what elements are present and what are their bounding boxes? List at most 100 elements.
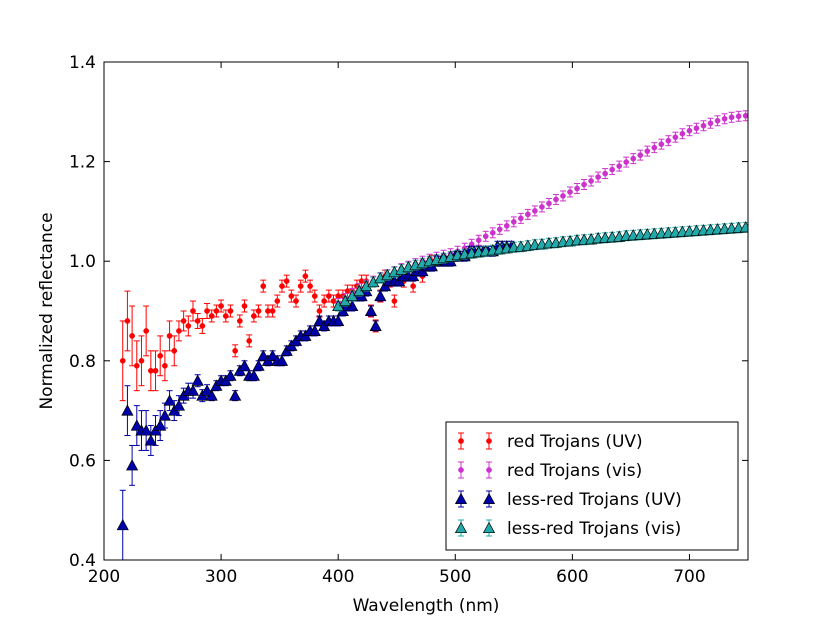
data-point — [658, 141, 665, 148]
data-point — [124, 318, 131, 324]
data-point — [255, 308, 262, 314]
data-point — [707, 120, 714, 127]
data-point — [194, 318, 201, 324]
data-point — [172, 399, 186, 411]
data-point — [560, 193, 566, 199]
data-point — [686, 127, 693, 134]
data-point — [191, 374, 204, 386]
data-point — [260, 283, 267, 289]
legend-label: red Trojans (UV) — [507, 432, 643, 452]
data-point — [121, 404, 134, 416]
data-point — [651, 144, 658, 151]
legend-marker — [454, 521, 468, 534]
y-tick-label: 1.0 — [69, 252, 96, 272]
plot-frame — [103, 61, 749, 561]
legend: red Trojans (UV) red Trojans (vis) less-re… — [445, 421, 739, 551]
x-tick-label: 300 — [205, 567, 237, 587]
data-point — [143, 328, 150, 334]
data-point — [410, 283, 416, 289]
data-point — [199, 323, 206, 329]
data-point — [644, 148, 651, 154]
legend-entry: less-red Trojans (UV) — [454, 490, 682, 510]
data-point — [374, 289, 387, 302]
data-point — [574, 185, 580, 192]
data-point — [279, 283, 285, 289]
data-point — [232, 347, 238, 354]
data-point — [241, 303, 248, 309]
legend-label: less-red Trojans (vis) — [507, 519, 681, 539]
data-point — [126, 459, 139, 471]
data-point — [475, 237, 482, 244]
data-point — [222, 313, 229, 319]
series-4 — [332, 221, 748, 312]
data-point — [218, 303, 224, 309]
legend-marker — [482, 492, 496, 505]
data-point — [311, 293, 318, 299]
data-point — [265, 308, 271, 314]
legend-marker — [486, 438, 492, 444]
data-point — [517, 215, 524, 222]
y-axis-label: Normalized reflectance — [37, 212, 57, 409]
data-point — [275, 354, 289, 366]
data-point — [308, 324, 321, 336]
data-point — [595, 174, 601, 180]
data-point — [693, 125, 700, 132]
data-point — [630, 155, 637, 162]
x-tick-label: 500 — [439, 567, 471, 587]
y-tick-label: 0.6 — [69, 451, 96, 471]
y-tick-label: 0.4 — [69, 551, 96, 571]
data-point — [227, 308, 234, 314]
data-point — [510, 219, 517, 225]
data-point — [616, 163, 623, 169]
data-point — [672, 134, 679, 141]
data-point — [238, 359, 251, 371]
data-point — [119, 357, 126, 364]
data-point — [581, 181, 587, 188]
data-point — [369, 319, 382, 331]
legend-marker — [486, 467, 492, 473]
data-point — [224, 369, 237, 381]
data-point — [623, 159, 630, 165]
axis-ticks: 200 300 400 500 600 700 0.4 0.6 0.8 1.0 1.2 1.4 — [69, 53, 748, 587]
data-point — [735, 113, 742, 120]
data-point — [297, 283, 304, 289]
data-point — [129, 333, 135, 339]
data-point — [364, 304, 378, 317]
data-point — [325, 293, 332, 299]
x-tick-label: 700 — [673, 567, 705, 587]
series-layer — [116, 110, 748, 560]
data-point — [116, 518, 129, 531]
data-point — [229, 389, 242, 401]
legend-label: red Trojans (vis) — [507, 461, 642, 481]
data-point — [532, 208, 538, 214]
data-point — [728, 114, 735, 121]
data-point — [482, 233, 489, 240]
legend-marker — [458, 467, 464, 473]
data-point — [171, 347, 178, 354]
data-point — [185, 323, 192, 329]
data-point — [158, 409, 171, 421]
legend-marker — [458, 438, 464, 444]
data-point — [307, 283, 313, 289]
legend-entry: red Trojans (vis) — [458, 461, 642, 481]
data-point — [236, 318, 243, 324]
data-point — [539, 204, 545, 210]
data-point — [190, 308, 196, 314]
x-axis-label: Wavelength (nm) — [353, 596, 500, 616]
data-point — [205, 389, 218, 401]
x-tick-label: 200 — [88, 567, 120, 587]
data-point — [147, 367, 154, 374]
x-tick-label: 400 — [322, 567, 354, 587]
data-point — [332, 314, 345, 326]
legend-box — [445, 421, 739, 551]
data-point — [567, 189, 573, 195]
data-point — [274, 298, 281, 304]
data-point — [157, 352, 164, 359]
data-point — [503, 222, 510, 229]
data-point — [739, 221, 748, 233]
data-point — [679, 130, 686, 137]
data-point — [721, 115, 728, 122]
data-point — [180, 318, 187, 324]
data-point — [602, 170, 608, 177]
